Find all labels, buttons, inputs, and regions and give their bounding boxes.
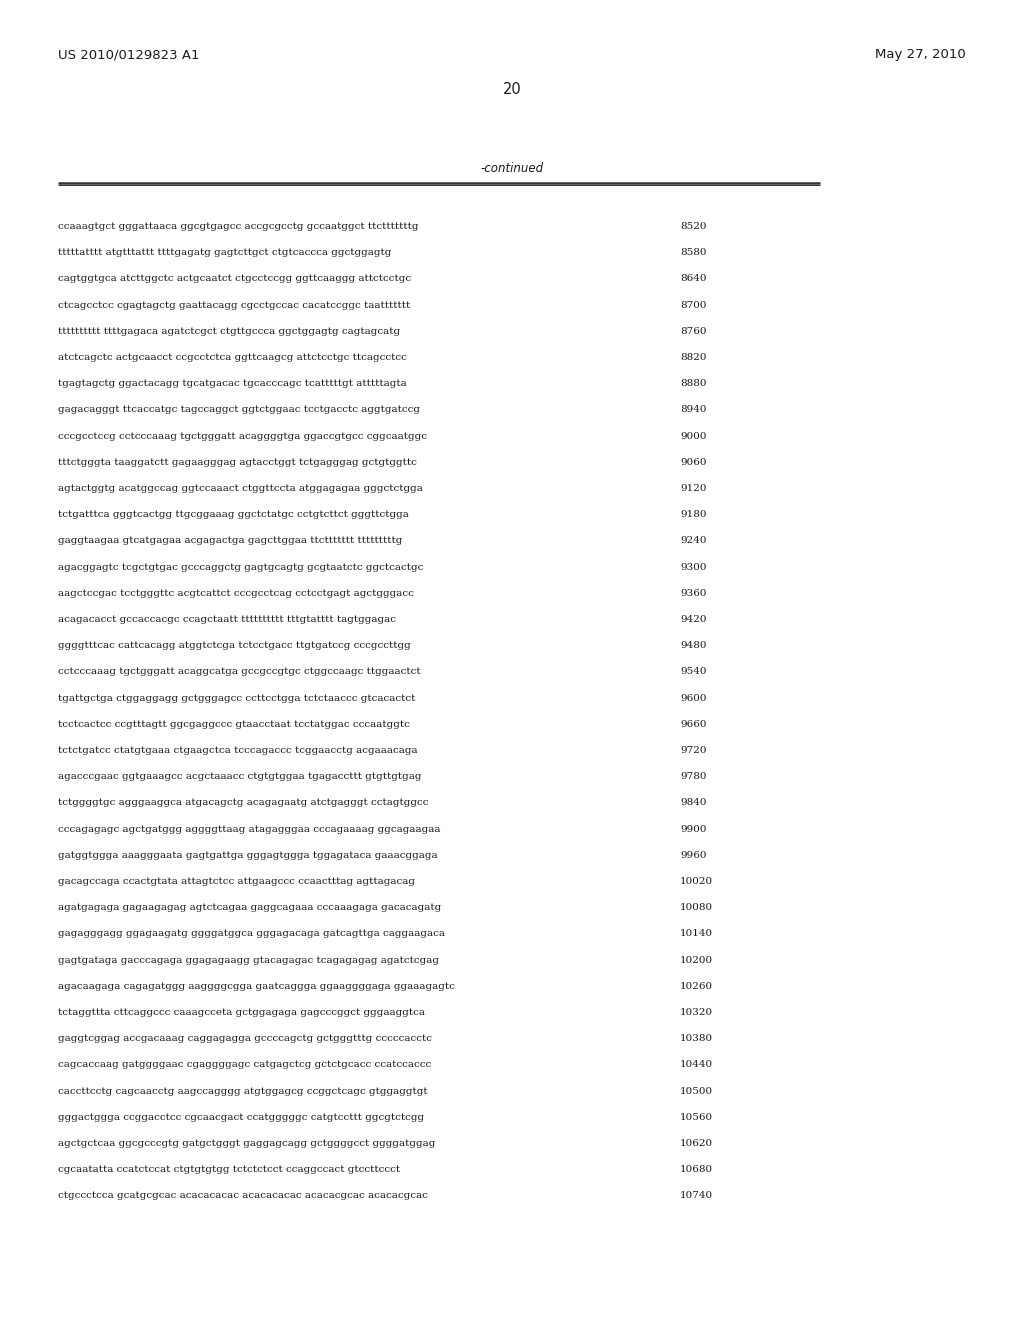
- Text: 10680: 10680: [680, 1166, 713, 1175]
- Text: 10740: 10740: [680, 1192, 713, 1200]
- Text: 10440: 10440: [680, 1060, 713, 1069]
- Text: 10140: 10140: [680, 929, 713, 939]
- Text: tctggggtgc agggaaggca atgacagctg acagagaatg atctgagggt cctagtggcc: tctggggtgc agggaaggca atgacagctg acagaga…: [58, 799, 428, 808]
- Text: cccgcctccg cctcccaaag tgctgggatt acaggggtga ggaccgtgcc cggcaatggc: cccgcctccg cctcccaaag tgctgggatt acagggg…: [58, 432, 427, 441]
- Text: -continued: -continued: [480, 162, 544, 176]
- Text: 9960: 9960: [680, 851, 707, 859]
- Text: 9120: 9120: [680, 484, 707, 492]
- Text: US 2010/0129823 A1: US 2010/0129823 A1: [58, 48, 200, 61]
- Text: ctgccctcca gcatgcgcac acacacacac acacacacac acacacgcac acacacgcac: ctgccctcca gcatgcgcac acacacacac acacaca…: [58, 1192, 428, 1200]
- Text: 20: 20: [503, 82, 521, 96]
- Text: cgcaatatta ccatctccat ctgtgtgtgg tctctctcct ccaggccact gtccttccct: cgcaatatta ccatctccat ctgtgtgtgg tctctct…: [58, 1166, 400, 1175]
- Text: 9060: 9060: [680, 458, 707, 467]
- Text: 9360: 9360: [680, 589, 707, 598]
- Text: agacccgaac ggtgaaagcc acgctaaacc ctgtgtggaa tgagaccttt gtgttgtgag: agacccgaac ggtgaaagcc acgctaaacc ctgtgtg…: [58, 772, 422, 781]
- Text: gagtgataga gacccagaga ggagagaagg gtacagagac tcagagagag agatctcgag: gagtgataga gacccagaga ggagagaagg gtacaga…: [58, 956, 439, 965]
- Text: 8700: 8700: [680, 301, 707, 310]
- Text: gagagggagg ggagaagatg ggggatggca gggagacaga gatcagttga caggaagaca: gagagggagg ggagaagatg ggggatggca gggagac…: [58, 929, 445, 939]
- Text: tctctgatcc ctatgtgaaa ctgaagctca tcccagaccc tcggaacctg acgaaacaga: tctctgatcc ctatgtgaaa ctgaagctca tcccaga…: [58, 746, 418, 755]
- Text: gatggtggga aaagggaata gagtgattga gggagtggga tggagataca gaaacggaga: gatggtggga aaagggaata gagtgattga gggagtg…: [58, 851, 437, 859]
- Text: 9780: 9780: [680, 772, 707, 781]
- Text: 9480: 9480: [680, 642, 707, 651]
- Text: agctgctcaa ggcgcccgtg gatgctgggt gaggagcagg gctggggcct ggggatggag: agctgctcaa ggcgcccgtg gatgctgggt gaggagc…: [58, 1139, 435, 1148]
- Text: gggactggga ccggacctcc cgcaacgact ccatgggggc catgtccttt ggcgtctcgg: gggactggga ccggacctcc cgcaacgact ccatggg…: [58, 1113, 424, 1122]
- Text: ctcagcctcc cgagtagctg gaattacagg cgcctgccac cacatccggc taattttttt: ctcagcctcc cgagtagctg gaattacagg cgcctgc…: [58, 301, 411, 310]
- Text: 9540: 9540: [680, 668, 707, 676]
- Text: 9840: 9840: [680, 799, 707, 808]
- Text: 8640: 8640: [680, 275, 707, 284]
- Text: 9300: 9300: [680, 562, 707, 572]
- Text: 9240: 9240: [680, 536, 707, 545]
- Text: 10260: 10260: [680, 982, 713, 991]
- Text: agtactggtg acatggccag ggtccaaact ctggttccta atggagagaa gggctctgga: agtactggtg acatggccag ggtccaaact ctggttc…: [58, 484, 423, 492]
- Text: agacggagtc tcgctgtgac gcccaggctg gagtgcagtg gcgtaatctc ggctcactgc: agacggagtc tcgctgtgac gcccaggctg gagtgca…: [58, 562, 423, 572]
- Text: gaggtcggag accgacaaag caggagagga gccccagctg gctgggtttg cccccacctc: gaggtcggag accgacaaag caggagagga gccccag…: [58, 1034, 432, 1043]
- Text: 10500: 10500: [680, 1086, 713, 1096]
- Text: ccaaagtgct gggattaaca ggcgtgagcc accgcgcctg gccaatggct ttctttttttg: ccaaagtgct gggattaaca ggcgtgagcc accgcgc…: [58, 222, 419, 231]
- Text: 10080: 10080: [680, 903, 713, 912]
- Text: 9420: 9420: [680, 615, 707, 624]
- Text: 8940: 8940: [680, 405, 707, 414]
- Text: 8880: 8880: [680, 379, 707, 388]
- Text: acagacacct gccaccacgc ccagctaatt tttttttttt tttgtatttt tagtggagac: acagacacct gccaccacgc ccagctaatt ttttttt…: [58, 615, 396, 624]
- Text: 10320: 10320: [680, 1008, 713, 1016]
- Text: cctcccaaag tgctgggatt acaggcatga gccgccgtgc ctggccaagc ttggaactct: cctcccaaag tgctgggatt acaggcatga gccgccg…: [58, 668, 421, 676]
- Text: 8580: 8580: [680, 248, 707, 257]
- Text: 10560: 10560: [680, 1113, 713, 1122]
- Text: aagctccgac tcctgggttc acgtcattct cccgcctcag cctcctgagt agctgggacc: aagctccgac tcctgggttc acgtcattct cccgcct…: [58, 589, 414, 598]
- Text: 9660: 9660: [680, 719, 707, 729]
- Text: tttttttttt ttttgagaca agatctcgct ctgttgccca ggctggagtg cagtagcatg: tttttttttt ttttgagaca agatctcgct ctgttgc…: [58, 327, 400, 335]
- Text: gacagccaga ccactgtata attagtctcc attgaagccc ccaactttag agttagacag: gacagccaga ccactgtata attagtctcc attgaag…: [58, 876, 415, 886]
- Text: 9000: 9000: [680, 432, 707, 441]
- Text: tcctcactcc ccgtttagtt ggcgaggccc gtaacctaat tcctatggac cccaatggtc: tcctcactcc ccgtttagtt ggcgaggccc gtaacct…: [58, 719, 410, 729]
- Text: 9180: 9180: [680, 511, 707, 519]
- Text: tctaggttta cttcaggccc caaagcceta gctggagaga gagcccggct gggaaggtca: tctaggttta cttcaggccc caaagcceta gctggag…: [58, 1008, 425, 1016]
- Text: 10380: 10380: [680, 1034, 713, 1043]
- Text: 9900: 9900: [680, 825, 707, 834]
- Text: agacaagaga cagagatggg aaggggcgga gaatcaggga ggaaggggaga ggaaagagtc: agacaagaga cagagatggg aaggggcgga gaatcag…: [58, 982, 455, 991]
- Text: caccttcctg cagcaacctg aagccagggg atgtggagcg ccggctcagc gtggaggtgt: caccttcctg cagcaacctg aagccagggg atgtgga…: [58, 1086, 428, 1096]
- Text: gagacagggt ttcaccatgc tagccaggct ggtctggaac tcctgacctc aggtgatccg: gagacagggt ttcaccatgc tagccaggct ggtctgg…: [58, 405, 420, 414]
- Text: 9720: 9720: [680, 746, 707, 755]
- Text: 10200: 10200: [680, 956, 713, 965]
- Text: 10020: 10020: [680, 876, 713, 886]
- Text: cccagagagc agctgatggg aggggttaag atagagggaa cccagaaaag ggcagaagaa: cccagagagc agctgatggg aggggttaag atagagg…: [58, 825, 440, 834]
- Text: 10620: 10620: [680, 1139, 713, 1148]
- Text: atctcagctc actgcaacct ccgcctctca ggttcaagcg attctcctgc ttcagcctcc: atctcagctc actgcaacct ccgcctctca ggttcaa…: [58, 352, 407, 362]
- Text: May 27, 2010: May 27, 2010: [876, 48, 966, 61]
- Text: cagcaccaag gatggggaac cgaggggagc catgagctcg gctctgcacc ccatccaccc: cagcaccaag gatggggaac cgaggggagc catgagc…: [58, 1060, 431, 1069]
- Text: tgagtagctg ggactacagg tgcatgacac tgcacccagc tcatttttgt atttttagta: tgagtagctg ggactacagg tgcatgacac tgcaccc…: [58, 379, 407, 388]
- Text: tgattgctga ctggaggagg gctgggagcc ccttcctgga tctctaaccc gtcacactct: tgattgctga ctggaggagg gctgggagcc ccttcct…: [58, 693, 416, 702]
- Text: tctgatttca gggtcactgg ttgcggaaag ggctctatgc cctgtcttct gggttctgga: tctgatttca gggtcactgg ttgcggaaag ggctcta…: [58, 511, 409, 519]
- Text: tttctgggta taaggatctt gagaagggag agtacctggt tctgagggag gctgtggttc: tttctgggta taaggatctt gagaagggag agtacct…: [58, 458, 417, 467]
- Text: tttttatttt atgtttattt ttttgagatg gagtcttgct ctgtcaccca ggctggagtg: tttttatttt atgtttattt ttttgagatg gagtctt…: [58, 248, 391, 257]
- Text: cagtggtgca atcttggctc actgcaatct ctgcctccgg ggttcaaggg attctcctgc: cagtggtgca atcttggctc actgcaatct ctgcctc…: [58, 275, 411, 284]
- Text: 8760: 8760: [680, 327, 707, 335]
- Text: ggggtttcac cattcacagg atggtctcga tctcctgacc ttgtgatccg cccgccttgg: ggggtttcac cattcacagg atggtctcga tctcctg…: [58, 642, 411, 651]
- Text: 8520: 8520: [680, 222, 707, 231]
- Text: gaggtaagaa gtcatgagaa acgagactga gagcttggaa ttcttttttt tttttttttg: gaggtaagaa gtcatgagaa acgagactga gagcttg…: [58, 536, 402, 545]
- Text: agatgagaga gagaagagag agtctcagaa gaggcagaaa cccaaagaga gacacagatg: agatgagaga gagaagagag agtctcagaa gaggcag…: [58, 903, 441, 912]
- Text: 8820: 8820: [680, 352, 707, 362]
- Text: 9600: 9600: [680, 693, 707, 702]
